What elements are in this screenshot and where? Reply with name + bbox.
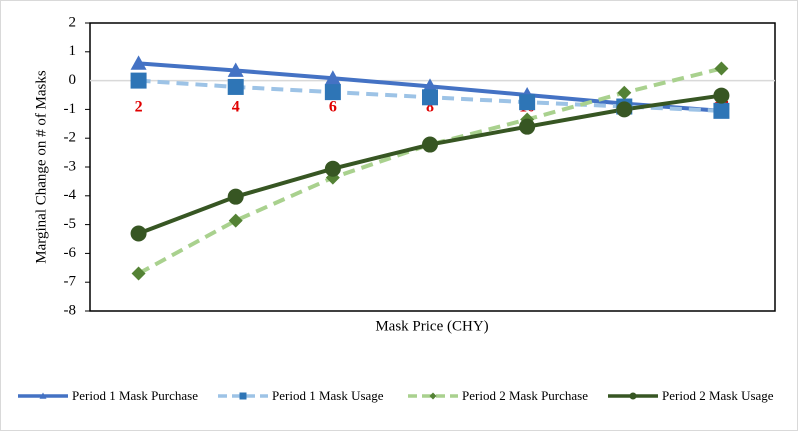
marker [324,70,341,85]
marker [227,188,244,205]
y-tick-label: 0 [69,72,77,88]
legend-item: Period 2 Mask Usage [608,388,774,403]
marker [130,225,147,242]
marker [130,55,147,70]
x-tick-label: 8 [426,98,434,115]
marker [617,85,632,100]
marker [227,62,244,77]
legend-label: Period 1 Mask Usage [272,388,384,403]
x-axis-title: Mask Price (CHY) [375,318,488,334]
x-tick-label: 4 [232,98,240,115]
marker [228,213,243,228]
legend-label: Period 1 Mask Purchase [72,388,198,403]
marker [422,136,438,153]
legend-label: Period 2 Mask Purchase [462,388,588,403]
y-axis-title: Marginal Change on # of Masks [33,70,49,264]
marker [130,72,147,89]
marker [422,89,438,106]
marker [131,266,146,281]
marker [519,94,536,111]
y-tick-label: 2 [69,14,77,30]
marker [422,78,438,93]
y-tick-label: -4 [64,187,77,203]
y-tick-label: -8 [64,302,77,318]
marker [324,84,341,101]
legend-label: Period 2 Mask Usage [662,388,774,403]
x-tick-label: 6 [329,98,337,115]
y-tick-label: -2 [64,130,77,146]
marker [239,392,247,400]
marker [324,160,341,177]
marker [713,87,730,104]
y-tick-label: -5 [64,216,77,232]
marker [519,118,536,135]
marker [227,78,244,95]
marker [714,61,729,76]
y-tick-label: -1 [64,101,77,117]
marker [616,101,633,118]
marker [629,392,637,400]
y-tick-label: -7 [64,274,77,290]
legend-item: Period 1 Mask Purchase [18,388,198,403]
marker [39,392,47,399]
y-tick-label: -6 [64,245,77,261]
y-tick-label: 1 [69,43,77,59]
legend-item: Period 2 Mask Purchase [408,388,588,403]
x-tick-label: 2 [135,98,143,115]
legend-item: Period 1 Mask Usage [218,388,384,403]
marker [429,392,437,400]
marker [713,102,730,119]
y-tick-label: -3 [64,158,77,174]
